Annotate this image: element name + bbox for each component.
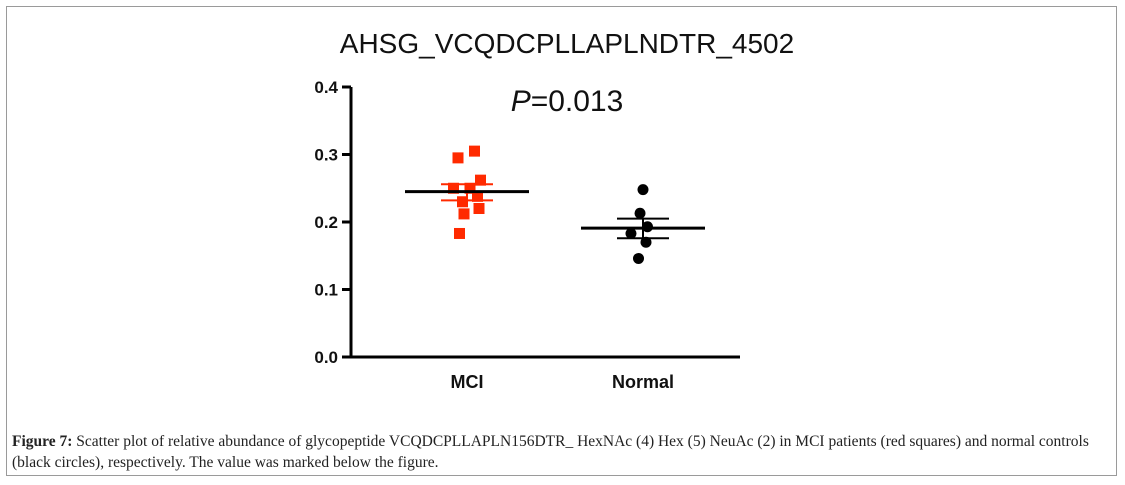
data-point-square bbox=[473, 203, 485, 214]
x-ticks: MCI Normal bbox=[451, 372, 675, 392]
x-tick-label: Normal bbox=[612, 372, 674, 392]
data-point-circle bbox=[640, 236, 652, 248]
p-value: =0.013 bbox=[531, 85, 624, 118]
data-point-circle bbox=[637, 184, 649, 196]
y-tick-label: 0.3 bbox=[314, 146, 338, 165]
caption-label: Figure 7: bbox=[12, 433, 73, 450]
data-point-square bbox=[464, 182, 476, 194]
data-point-circle bbox=[634, 207, 646, 219]
y-ticks: 0.0 0.1 0.2 0.3 0.4 bbox=[314, 78, 351, 367]
y-tick-label: 0.2 bbox=[314, 213, 338, 232]
y-tick-label: 0.0 bbox=[314, 348, 338, 367]
y-tick-label: 0.1 bbox=[314, 281, 338, 300]
data-point-square bbox=[472, 190, 483, 202]
figure-frame bbox=[6, 6, 1117, 476]
data-point-square bbox=[457, 196, 468, 208]
data-point-square bbox=[448, 182, 459, 194]
data-point-square bbox=[458, 208, 470, 220]
scatter-chart: AHSG_VCQDCPLLAPLNDTR_4502 P=0.013 0.0 0.1… bbox=[314, 28, 794, 392]
data-point-square bbox=[452, 152, 464, 164]
x-tick-label: MCI bbox=[451, 372, 484, 392]
data-point-square bbox=[475, 174, 486, 186]
figure-caption: Figure 7: Scatter plot of relative abund… bbox=[12, 431, 1112, 473]
caption-text: Scatter plot of relative abundance of gl… bbox=[12, 433, 1089, 471]
data-marks bbox=[405, 145, 705, 264]
data-point-circle bbox=[633, 252, 644, 264]
data-point-circle bbox=[625, 227, 637, 239]
p-label: P bbox=[511, 85, 531, 118]
chart-title: AHSG_VCQDCPLLAPLNDTR_4502 bbox=[340, 28, 794, 59]
y-tick-label: 0.4 bbox=[314, 78, 338, 97]
data-point-square bbox=[469, 145, 480, 157]
data-point-square bbox=[454, 227, 465, 239]
p-value-annotation: P=0.013 bbox=[511, 85, 624, 118]
